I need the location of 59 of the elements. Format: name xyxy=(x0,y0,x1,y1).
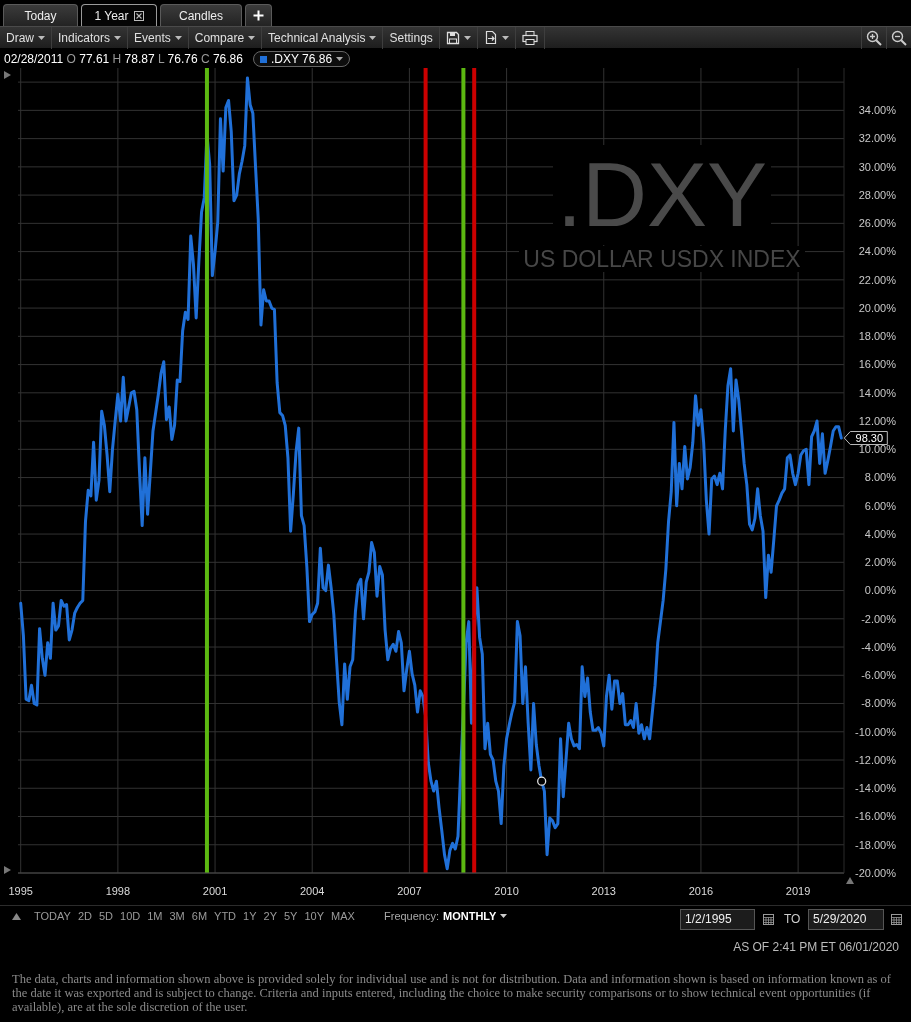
text: Technical Analysis xyxy=(268,30,366,45)
text: US DOLLAR USDX INDEX xyxy=(519,246,805,272)
y-tick-label: -6.00% xyxy=(861,669,897,682)
date-field: 1/2/1995 xyxy=(680,909,755,930)
x-tick-label: 1995 xyxy=(8,884,33,897)
annotation: 98.30 xyxy=(855,431,884,444)
y-tick-label: 12.00% xyxy=(858,414,897,427)
text: Frequency: xyxy=(384,910,440,922)
text: Events xyxy=(134,30,171,45)
y-tick-label: 30.00% xyxy=(858,160,897,173)
y-tick-label: 0.00% xyxy=(864,584,897,597)
y-tick-label: 34.00% xyxy=(858,104,897,117)
y-tick-label: 16.00% xyxy=(858,358,897,371)
y-tick-label: -10.00% xyxy=(855,725,897,738)
y-tick-label: 28.00% xyxy=(858,188,897,201)
y-tick-label: -16.00% xyxy=(855,810,897,823)
text: Indicators xyxy=(58,30,111,45)
x-tick-label: 2016 xyxy=(688,884,714,897)
text: MONTHLY xyxy=(443,910,497,922)
y-tick-label: -12.00% xyxy=(855,753,897,766)
x-tick-label: 2013 xyxy=(591,884,616,897)
date-field: 5/29/2020 xyxy=(808,909,884,930)
y-tick-label: 26.00% xyxy=(858,217,897,230)
y-tick-label: -4.00% xyxy=(861,640,897,653)
x-tick-label: 2004 xyxy=(299,884,325,897)
y-tick-label: 18.00% xyxy=(858,330,897,343)
y-tick-label: 4.00% xyxy=(864,527,897,540)
y-tick-label: 10.00% xyxy=(858,443,897,456)
y-tick-label: 6.00% xyxy=(864,499,897,512)
y-tick-label: -20.00% xyxy=(855,866,897,879)
y-tick-label: 24.00% xyxy=(858,245,897,258)
tab: Today xyxy=(3,4,78,26)
y-tick-label: 2.00% xyxy=(864,556,897,569)
y-tick-label: 20.00% xyxy=(858,301,897,314)
x-tick-label: 2019 xyxy=(785,884,811,897)
tab: Candles xyxy=(160,4,242,26)
y-tick-label: -2.00% xyxy=(861,612,897,625)
text: TO xyxy=(784,912,801,926)
text: Settings xyxy=(389,30,433,45)
text: The data, charts and information shown above is provided solely for individual use and is not for distribution. Data and information shown is based on information known as of the date it was exported and is subject to change. Criteria and inputs entered, including the choice to make security comparisons or to show technical event opportunities (if available), are at the sole discretion of the user. xyxy=(12,972,891,1014)
y-tick-label: -8.00% xyxy=(861,697,897,710)
text: .DXY xyxy=(552,145,772,245)
x-tick-label: 2001 xyxy=(202,884,228,897)
text: AS OF 2:41 PM ET 06/01/2020 xyxy=(733,940,899,954)
y-tick-label: 8.00% xyxy=(864,471,897,484)
y-tick-label: 14.00% xyxy=(858,386,897,399)
text: Draw xyxy=(6,30,35,45)
y-tick-label: -18.00% xyxy=(855,838,897,851)
text: 02/28/2011 O 77.61 H 78.87 L 76.76 C 76.86 xyxy=(4,52,243,66)
y-tick-label: 22.00% xyxy=(858,273,897,286)
text: Compare xyxy=(194,30,245,45)
y-tick-label: 32.00% xyxy=(858,132,897,145)
x-tick-label: 2010 xyxy=(494,884,519,897)
text: TODAY 2D 5D 10D 1M 3M 6M YTD 1Y 2Y 5Y 10Y MAX xyxy=(34,910,355,922)
legend-label: .DXY 76.86 xyxy=(270,52,333,66)
x-tick-label: 1998 xyxy=(105,884,131,897)
tab: 1 Year xyxy=(81,4,157,26)
x-tick-label: 2007 xyxy=(397,884,422,897)
y-tick-label: -14.00% xyxy=(855,782,897,795)
